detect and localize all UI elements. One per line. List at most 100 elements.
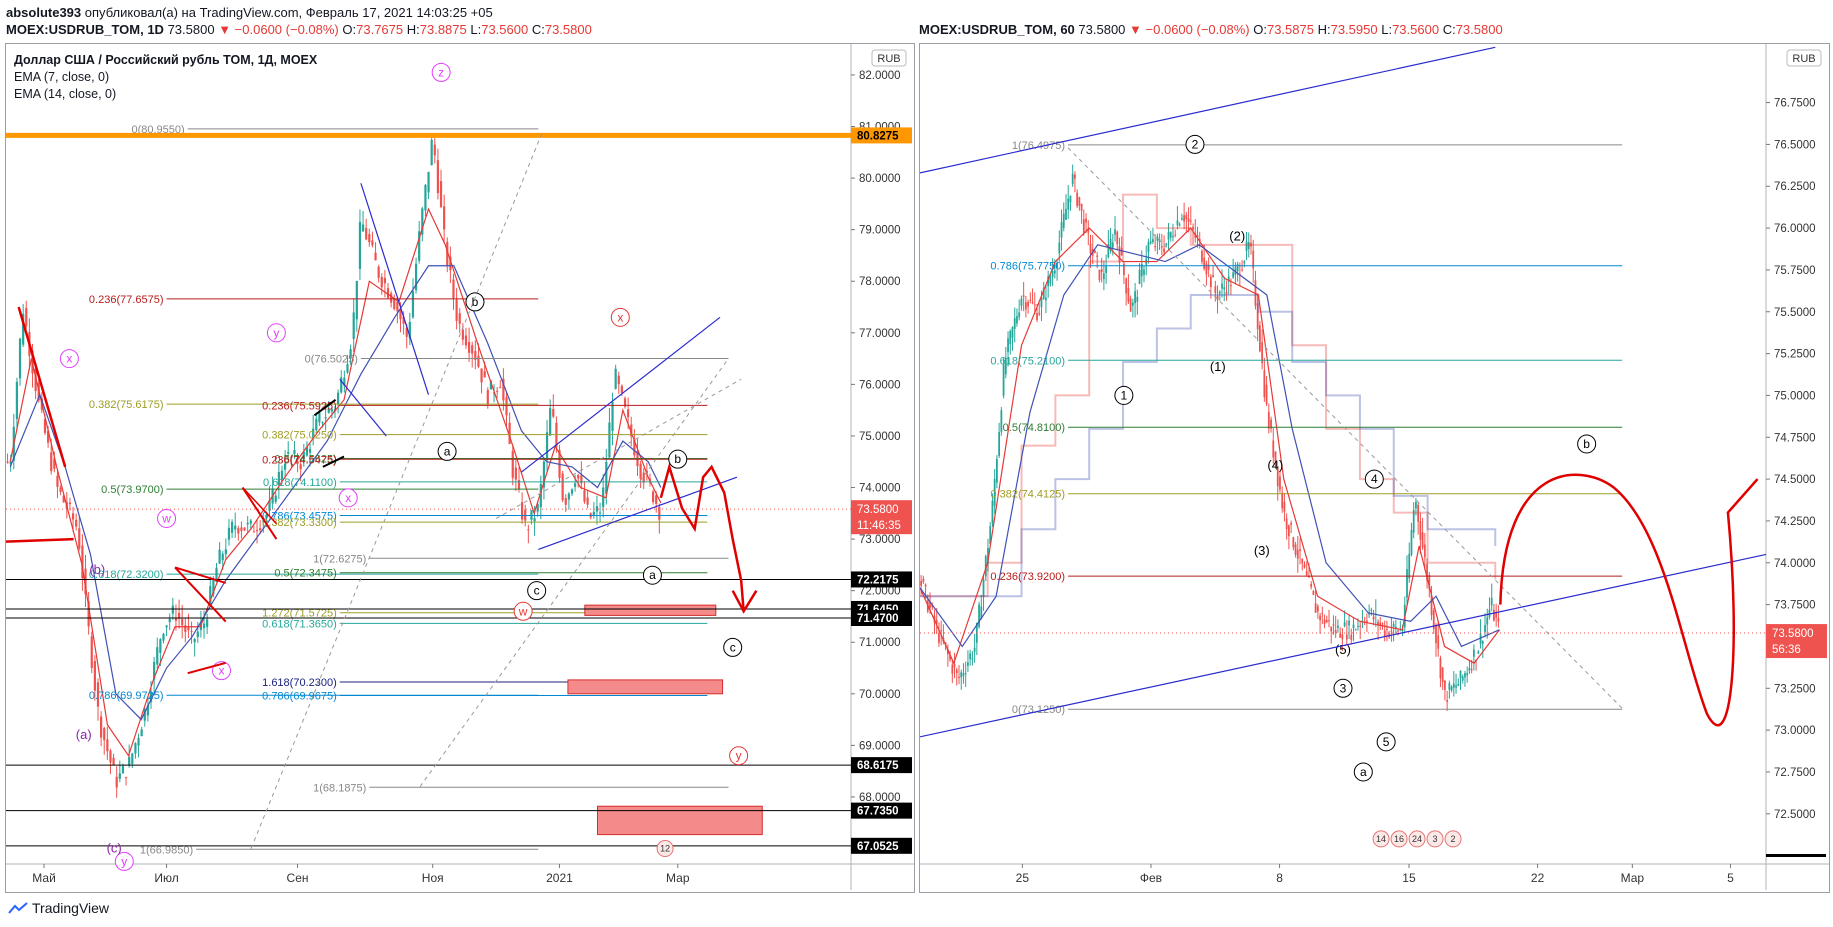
wave-label: (b) <box>89 562 105 577</box>
candle-down <box>1027 301 1029 307</box>
projection-path <box>659 462 745 612</box>
candle-up <box>1448 683 1451 690</box>
author-name[interactable]: absolute393 <box>6 5 82 20</box>
candle-down <box>184 625 187 632</box>
candle-up <box>146 705 149 716</box>
candle-down <box>1430 595 1433 616</box>
red-trend-line <box>6 537 74 543</box>
left-chart-svg[interactable]: 82.000081.000080.000079.000078.000077.00… <box>6 44 914 892</box>
candle-up <box>22 313 25 345</box>
right-chart-panel[interactable]: 76.7500 76.5000 76.2500 76.0000 75.7500 75.50… <box>919 43 1830 893</box>
candle-down <box>1252 250 1255 269</box>
y-tick-label: 76.2500 <box>1774 181 1816 193</box>
right-symbol-line: MOEX:USDRUB_TOM, 60 73.5800 ▼ −0.0600 (−… <box>919 22 1503 37</box>
right-o-label: O: <box>1253 22 1267 37</box>
candle-up <box>1461 676 1464 681</box>
left-c-label: C: <box>531 22 545 37</box>
candle-up <box>352 312 355 340</box>
candle-down <box>1163 248 1165 253</box>
wave-label-circle <box>1376 732 1396 752</box>
candle-up <box>283 463 287 470</box>
candle-down <box>371 240 374 246</box>
candle-down <box>1024 302 1027 310</box>
candle-up <box>1352 624 1355 629</box>
candle-down <box>486 389 489 405</box>
candle-up <box>1408 553 1411 579</box>
fib-level-label: 0.5(73.9700) <box>101 484 163 496</box>
candle-up <box>315 418 318 431</box>
wave-label-circle <box>266 323 286 343</box>
candle-up <box>1131 302 1134 306</box>
right-chart-svg[interactable]: 76.7500 76.5000 76.2500 76.0000 75.7500 75.50… <box>920 44 1829 892</box>
legend-ema7[interactable]: EMA (7, close, 0) <box>14 70 110 84</box>
candle-up <box>18 338 22 379</box>
wave-label-circle <box>1364 469 1384 489</box>
candle-up <box>421 208 424 235</box>
candle-down <box>1359 625 1362 627</box>
candle-down <box>1285 518 1288 530</box>
candle-down <box>1270 419 1272 429</box>
candle-down <box>580 475 583 484</box>
candle-up <box>1114 229 1116 235</box>
candle-down <box>1192 226 1194 230</box>
candle-down <box>1038 312 1041 315</box>
candle-down <box>620 385 624 393</box>
fib-level-label: 0(76.5025) <box>305 353 358 365</box>
candle-down <box>56 475 59 487</box>
right-h-label: H: <box>1317 22 1331 37</box>
candle-up <box>349 349 352 359</box>
candle-down <box>34 368 37 392</box>
candle-up <box>1000 410 1003 432</box>
price-badge-label: 80.8275 <box>857 130 899 142</box>
candle-up <box>1245 241 1248 251</box>
candle-up <box>1178 224 1181 226</box>
y-tick-label: 75.0000 <box>859 431 901 443</box>
candle-up <box>1337 625 1339 628</box>
candle-down <box>502 378 505 401</box>
candle-up <box>1415 501 1417 509</box>
candle-down <box>62 495 65 503</box>
candle-up <box>1180 218 1183 220</box>
candle-up <box>1016 316 1018 324</box>
bar-timer-label: 56:36 <box>1772 644 1801 656</box>
candle-down <box>365 227 368 240</box>
candle-down <box>1441 667 1444 683</box>
candle-down <box>1089 243 1092 254</box>
y-tick-label: 69.0000 <box>859 740 901 752</box>
candle-up <box>337 392 340 405</box>
candle-up <box>1455 685 1457 688</box>
right-l-label: L: <box>1381 22 1393 37</box>
y-tick-label: 73.0000 <box>859 534 901 546</box>
tradingview-logo[interactable]: TradingView <box>8 900 109 916</box>
candle-down <box>399 309 402 320</box>
fib-level-label: 0.786(73.4575) <box>262 511 337 523</box>
candle-down <box>1209 276 1212 288</box>
candle-down <box>508 422 511 444</box>
candle-down <box>633 439 636 456</box>
wave-label: y <box>273 326 279 340</box>
y-tick-label: 72.0000 <box>859 586 901 598</box>
ema7-line <box>920 227 1500 665</box>
legend-symbol[interactable]: Доллар США / Российский рубль TOM, 1Д, M… <box>14 53 318 67</box>
candle-up <box>234 525 237 530</box>
x-tick-label: 22 <box>1531 871 1545 885</box>
legend-ema14[interactable]: EMA (14, close, 0) <box>14 87 117 101</box>
candle-down <box>1325 619 1328 623</box>
candle-up <box>1002 364 1005 396</box>
candle-down <box>190 630 193 632</box>
candle-down <box>1225 291 1228 295</box>
candle-up <box>1136 296 1139 302</box>
candle-down <box>1259 325 1261 352</box>
candle-up <box>1406 569 1408 598</box>
y-tick-label: 75.5000 <box>1774 307 1816 319</box>
candle-up <box>287 451 290 454</box>
candle-down <box>1085 218 1087 223</box>
candle-down <box>1187 218 1190 223</box>
candle-down <box>1212 275 1214 278</box>
candle-down <box>922 578 925 582</box>
candle-up <box>202 623 206 629</box>
left-chart-panel[interactable]: 82.000081.000080.000079.000078.000077.00… <box>5 43 915 893</box>
candle-down <box>1308 575 1310 578</box>
candle-up <box>973 647 976 652</box>
candle-up <box>305 446 309 456</box>
